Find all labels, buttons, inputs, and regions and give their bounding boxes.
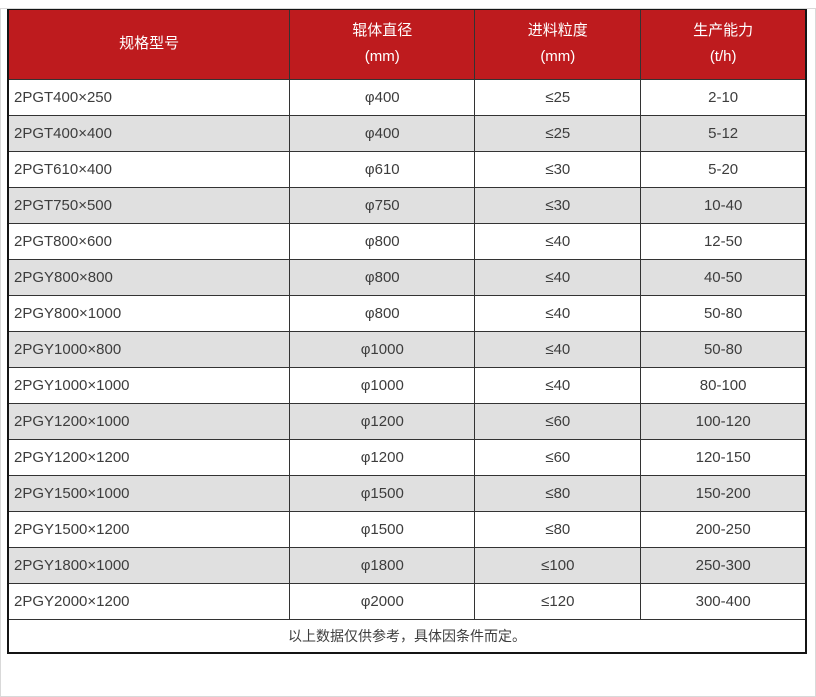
column-label: 进料粒度 — [527, 22, 588, 40]
table-row: 2PGT610×400 φ610 ≤30 5-20 — [7, 150, 807, 188]
column-unit: (mm) — [540, 48, 576, 66]
table-header: 规格型号 辊体直径 (mm) 进料粒度 (mm) 生产能力 (t/h) — [7, 8, 807, 80]
model-cell: 2PGY1000×800 — [7, 330, 291, 368]
footer-note: 以上数据仅供参考，具体因条件而定。 — [7, 618, 807, 654]
table-row: 2PGY2000×1200 φ2000 ≤120 300-400 — [7, 582, 807, 620]
feed-size-cell: ≤40 — [474, 258, 642, 296]
footer-row: 以上数据仅供参考，具体因条件而定。 — [7, 618, 807, 654]
roller-diameter-cell: φ1200 — [289, 402, 476, 440]
roller-diameter-cell: φ750 — [289, 186, 476, 224]
capacity-cell: 80-100 — [640, 366, 807, 404]
feed-size-cell: ≤60 — [474, 438, 642, 476]
feed-size-cell: ≤40 — [474, 294, 642, 332]
table-row: 2PGT800×600 φ800 ≤40 12-50 — [7, 222, 807, 260]
table-row: 2PGY1000×1000 φ1000 ≤40 80-100 — [7, 366, 807, 404]
model-cell: 2PGT400×400 — [7, 114, 291, 152]
model-cell: 2PGY1800×1000 — [7, 546, 291, 584]
roller-diameter-cell: φ1200 — [289, 438, 476, 476]
roller-diameter-cell: φ800 — [289, 222, 476, 260]
capacity-cell: 300-400 — [640, 582, 807, 620]
model-cell: 2PGY1000×1000 — [7, 366, 291, 404]
column-header-capacity: 生产能力 (t/h) — [640, 8, 807, 80]
roller-diameter-cell: φ400 — [289, 78, 476, 116]
model-cell: 2PGY1500×1000 — [7, 474, 291, 512]
roller-diameter-cell: φ1500 — [289, 474, 476, 512]
model-cell: 2PGT800×600 — [7, 222, 291, 260]
feed-size-cell: ≤120 — [474, 582, 642, 620]
model-cell: 2PGY1200×1000 — [7, 402, 291, 440]
feed-size-cell: ≤25 — [474, 78, 642, 116]
feed-size-cell: ≤30 — [474, 150, 642, 188]
table-row: 2PGT400×250 φ400 ≤25 2-10 — [7, 78, 807, 116]
table-footer: 以上数据仅供参考，具体因条件而定。 — [7, 618, 807, 654]
capacity-cell: 120-150 — [640, 438, 807, 476]
capacity-cell: 200-250 — [640, 510, 807, 548]
column-label: 辊体直径 — [352, 22, 413, 40]
column-header-feed-size: 进料粒度 (mm) — [474, 8, 642, 80]
feed-size-cell: ≤100 — [474, 546, 642, 584]
column-label: 生产能力 — [693, 22, 754, 40]
feed-size-cell: ≤30 — [474, 186, 642, 224]
column-header-roller-diameter: 辊体直径 (mm) — [289, 8, 476, 80]
roller-diameter-cell: φ1000 — [289, 330, 476, 368]
table-body: 2PGT400×250 φ400 ≤25 2-10 2PGT400×400 φ400 ≤25… — [7, 78, 807, 620]
capacity-cell: 2-10 — [640, 78, 807, 116]
capacity-cell: 150-200 — [640, 474, 807, 512]
table-row: 2PGY1000×800 φ1000 ≤40 50-80 — [7, 330, 807, 368]
model-cell: 2PGY800×1000 — [7, 294, 291, 332]
roller-diameter-cell: φ2000 — [289, 582, 476, 620]
column-header-model: 规格型号 — [7, 8, 291, 80]
table-row: 2PGT750×500 φ750 ≤30 10-40 — [7, 186, 807, 224]
roller-diameter-cell: φ610 — [289, 150, 476, 188]
feed-size-cell: ≤80 — [474, 510, 642, 548]
feed-size-cell: ≤40 — [474, 222, 642, 260]
table-row: 2PGY1200×1200 φ1200 ≤60 120-150 — [7, 438, 807, 476]
column-unit: (t/h) — [709, 48, 737, 66]
capacity-cell: 5-12 — [640, 114, 807, 152]
feed-size-cell: ≤40 — [474, 330, 642, 368]
model-cell: 2PGY2000×1200 — [7, 582, 291, 620]
capacity-cell: 100-120 — [640, 402, 807, 440]
header-row: 规格型号 辊体直径 (mm) 进料粒度 (mm) 生产能力 (t/h) — [7, 8, 807, 80]
table-row: 2PGY1800×1000 φ1800 ≤100 250-300 — [7, 546, 807, 584]
table-row: 2PGY1500×1000 φ1500 ≤80 150-200 — [7, 474, 807, 512]
model-cell: 2PGT750×500 — [7, 186, 291, 224]
model-cell: 2PGY1500×1200 — [7, 510, 291, 548]
capacity-cell: 50-80 — [640, 294, 807, 332]
table-row: 2PGY800×800 φ800 ≤40 40-50 — [7, 258, 807, 296]
table-row: 2PGY800×1000 φ800 ≤40 50-80 — [7, 294, 807, 332]
table-row: 2PGY1200×1000 φ1200 ≤60 100-120 — [7, 402, 807, 440]
capacity-cell: 12-50 — [640, 222, 807, 260]
feed-size-cell: ≤80 — [474, 474, 642, 512]
roller-diameter-cell: φ1000 — [289, 366, 476, 404]
model-cell: 2PGY800×800 — [7, 258, 291, 296]
model-cell: 2PGT400×250 — [7, 78, 291, 116]
roller-diameter-cell: φ1500 — [289, 510, 476, 548]
column-label: 规格型号 — [119, 35, 180, 53]
roller-diameter-cell: φ400 — [289, 114, 476, 152]
table-row: 2PGT400×400 φ400 ≤25 5-12 — [7, 114, 807, 152]
feed-size-cell: ≤25 — [474, 114, 642, 152]
feed-size-cell: ≤40 — [474, 366, 642, 404]
table-row: 2PGY1500×1200 φ1500 ≤80 200-250 — [7, 510, 807, 548]
model-cell: 2PGT610×400 — [7, 150, 291, 188]
column-unit: (mm) — [364, 48, 400, 66]
capacity-cell: 40-50 — [640, 258, 807, 296]
capacity-cell: 10-40 — [640, 186, 807, 224]
spec-table: 规格型号 辊体直径 (mm) 进料粒度 (mm) 生产能力 (t/h) 2PGT400×25… — [7, 8, 807, 654]
feed-size-cell: ≤60 — [474, 402, 642, 440]
roller-diameter-cell: φ800 — [289, 294, 476, 332]
roller-diameter-cell: φ800 — [289, 258, 476, 296]
capacity-cell: 250-300 — [640, 546, 807, 584]
capacity-cell: 5-20 — [640, 150, 807, 188]
roller-diameter-cell: φ1800 — [289, 546, 476, 584]
capacity-cell: 50-80 — [640, 330, 807, 368]
model-cell: 2PGY1200×1200 — [7, 438, 291, 476]
